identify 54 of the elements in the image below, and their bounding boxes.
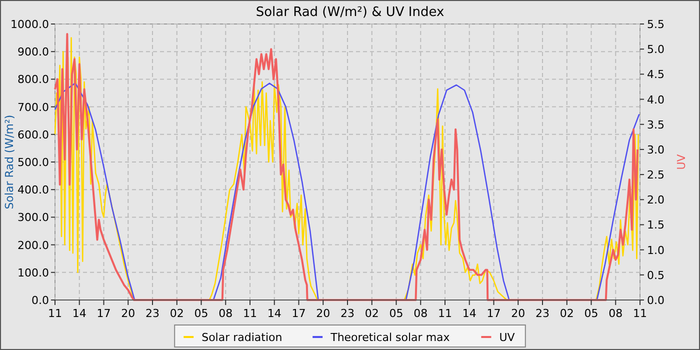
x-tick-label: 23 — [340, 307, 354, 320]
y-axis-title: Solar Rad (W/m²) — [3, 114, 16, 210]
y2-tick-label: 2.5 — [647, 168, 664, 182]
x-tick-label: 08 — [608, 307, 623, 320]
x-tick-label: 20 — [511, 307, 526, 320]
x-tick-label: 11 — [48, 307, 62, 320]
y-tick-label: 400.0 — [18, 184, 49, 197]
y2-tick-label: 1.5 — [647, 218, 664, 232]
x-tick-label: 23 — [536, 307, 550, 320]
y-tick-label: 800.0 — [18, 73, 49, 86]
x-tick-label: 23 — [146, 307, 160, 320]
y-tick-label: 700.0 — [18, 100, 49, 114]
x-tick-label: 14 — [72, 307, 86, 320]
y2-tick-label: 3.0 — [647, 143, 664, 156]
y-tick-label: 1000.0 — [10, 18, 49, 31]
y2-tick-label: 4.5 — [647, 68, 664, 82]
legend-label: UV — [499, 331, 516, 344]
y-tick-label: 200.0 — [18, 238, 49, 252]
x-tick-label: 17 — [96, 307, 111, 320]
x-tick-label: 02 — [170, 307, 184, 320]
y2-tick-label: 4.0 — [647, 93, 664, 106]
x-tick-label: 20 — [121, 307, 136, 320]
y2-tick-label: 1.0 — [647, 244, 664, 257]
x-tick-label: 08 — [218, 307, 233, 320]
y-tick-label: 600.0 — [18, 128, 49, 142]
y2-tick-label: 0.0 — [647, 294, 664, 307]
x-tick-label: 11 — [438, 307, 452, 320]
x-tick-label: 14 — [462, 307, 476, 320]
x-tick-label: 05 — [194, 307, 208, 320]
x-tick-label: 08 — [414, 307, 428, 320]
y2-tick-label: 0.5 — [647, 268, 664, 282]
y-tick-label: 0.0 — [32, 294, 49, 307]
x-tick-label: 02 — [364, 307, 379, 320]
x-tick-label: 02 — [560, 307, 574, 320]
legend-label: Theoretical solar max — [330, 331, 450, 344]
chart-title: Solar Rad (W/m²) & UV Index — [256, 5, 444, 20]
y2-tick-label: 2.0 — [647, 194, 664, 207]
x-tick-label: 05 — [584, 307, 598, 320]
x-tick-label: 17 — [486, 307, 501, 320]
y-tick-label: 500.0 — [18, 156, 49, 169]
x-tick-label: 20 — [316, 307, 330, 320]
y-tick-label: 900.0 — [18, 46, 49, 59]
y2-tick-label: 5.0 — [647, 43, 664, 56]
x-tick-label: 17 — [292, 307, 306, 320]
legend-label: Solar radiation — [202, 331, 282, 344]
y2-tick-label: 3.5 — [647, 118, 664, 132]
x-tick-label: 05 — [389, 307, 404, 320]
x-tick-label: 11 — [243, 307, 257, 320]
x-tick-label: 11 — [633, 307, 647, 320]
x-tick-label: 14 — [267, 307, 282, 320]
y-tick-label: 300.0 — [18, 211, 49, 224]
y2-tick-label: 5.5 — [647, 18, 664, 31]
y2-axis-title: UV — [675, 154, 688, 170]
y-tick-label: 100.0 — [18, 266, 49, 280]
